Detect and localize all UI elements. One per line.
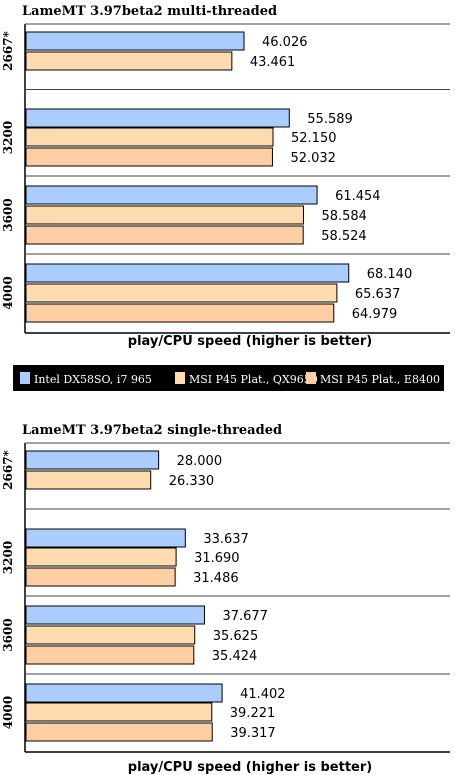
bar-series-0 — [25, 450, 160, 470]
value-label: 61.454 — [335, 189, 381, 204]
bar-series-1 — [25, 127, 274, 147]
bar-series-0 — [25, 528, 186, 548]
legend-label: MSI P45 Plat., E8400 — [320, 373, 440, 386]
bar-series-1 — [25, 625, 196, 645]
x-axis-label: play/CPU speed (higher is better) — [128, 760, 372, 775]
value-label: 58.584 — [321, 209, 367, 224]
bar-series-1 — [25, 51, 233, 71]
bar-series-0 — [25, 185, 318, 205]
bar-series-2 — [25, 225, 304, 245]
category-label: 4000 — [1, 696, 15, 729]
value-label: 64.979 — [352, 307, 398, 322]
bar-series-1 — [25, 205, 304, 225]
legend-swatch — [20, 372, 30, 384]
value-label: 26.330 — [169, 474, 215, 489]
multi-threaded-chart: LameMT 3.97beta2 multi-threaded 2667* 46.0… — [1, 4, 450, 349]
value-label: 39.221 — [230, 706, 276, 721]
chart-title: LameMT 3.97beta2 single-threaded — [22, 423, 282, 438]
category-label: 3200 — [1, 541, 15, 574]
bar-series-2 — [25, 722, 213, 742]
category-label: 3600 — [1, 198, 15, 231]
bar-series-1 — [25, 547, 177, 567]
bar-series-1 — [25, 470, 152, 490]
value-label: 28.000 — [177, 454, 223, 469]
category-label: 4000 — [1, 276, 15, 309]
value-label: 65.637 — [355, 287, 401, 302]
bar-series-1 — [25, 702, 213, 722]
legend-label: MSI P45 Plat., QX9650 — [189, 373, 318, 386]
bar-series-1 — [25, 283, 338, 303]
x-axis-label: play/CPU speed (higher is better) — [128, 334, 372, 349]
value-label: 41.402 — [240, 687, 286, 702]
value-label: 39.317 — [230, 726, 276, 741]
bar-series-0 — [25, 683, 223, 703]
legend-swatch — [306, 372, 316, 384]
value-label: 31.486 — [193, 571, 239, 586]
legend: Intel DX58SO, i7 965 MSI P45 Plat., QX965… — [13, 365, 444, 391]
chart-title: LameMT 3.97beta2 multi-threaded — [22, 4, 277, 19]
category-label: 2667* — [1, 30, 15, 70]
value-label: 68.140 — [367, 267, 413, 282]
category-label: 3200 — [1, 121, 15, 154]
single-threaded-chart: LameMT 3.97beta2 single-threaded 2667* 28.… — [1, 423, 450, 775]
bar-series-0 — [25, 605, 205, 625]
value-label: 31.690 — [194, 551, 240, 566]
category-label: 3600 — [1, 618, 15, 651]
legend-label: Intel DX58SO, i7 965 — [34, 373, 152, 386]
value-label: 33.637 — [203, 532, 249, 547]
bar-series-0 — [25, 31, 245, 51]
bar-series-0 — [25, 263, 350, 283]
legend-swatch — [175, 372, 185, 384]
bar-series-2 — [25, 147, 273, 167]
value-label: 37.677 — [222, 609, 268, 624]
value-label: 35.424 — [212, 649, 258, 664]
bar-series-2 — [25, 303, 335, 323]
value-label: 52.032 — [290, 151, 336, 166]
bar-series-2 — [25, 645, 195, 665]
value-label: 55.589 — [307, 112, 353, 127]
legend-background — [13, 365, 444, 391]
category-label: 2667* — [1, 449, 15, 489]
value-label: 58.524 — [321, 229, 367, 244]
bar-series-2 — [25, 567, 176, 587]
value-label: 35.625 — [213, 629, 259, 644]
bar-series-0 — [25, 108, 290, 128]
value-label: 46.026 — [262, 35, 308, 50]
value-label: 52.150 — [291, 131, 337, 146]
value-label: 43.461 — [250, 55, 296, 70]
